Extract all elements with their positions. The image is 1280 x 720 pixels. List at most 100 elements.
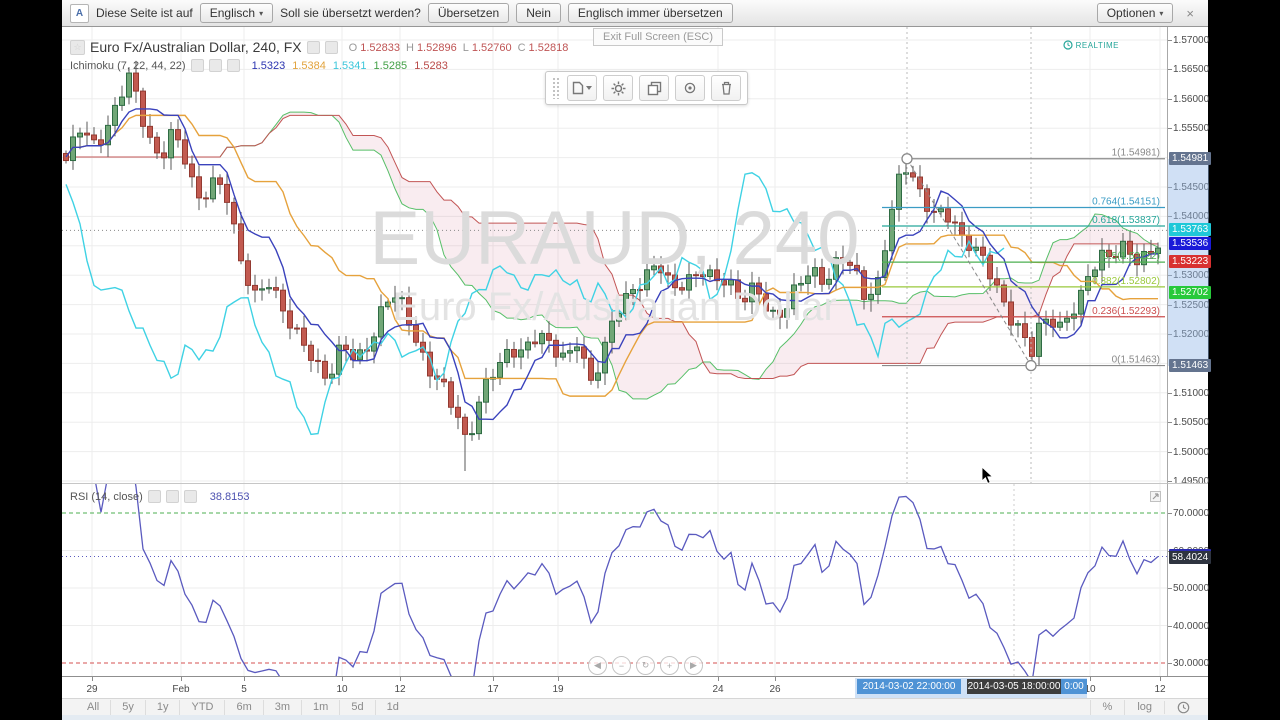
chart-application: Exit Full Screen (ESC) EURAUD, 240 Euro … [62, 27, 1212, 720]
price-badge: 1.51463 [1169, 358, 1212, 372]
range-button-3m[interactable]: 3m [264, 699, 303, 715]
ichimoku-value: 1.5384 [292, 59, 326, 72]
symbol-flag-icon[interactable]: ☆ [70, 39, 85, 55]
options-dropdown-label: Optionen [1106, 6, 1156, 20]
zoom-in-icon[interactable]: + [660, 656, 679, 675]
realtime-badge: REALTIME [1062, 40, 1119, 50]
exit-fullscreen-tooltip: Exit Full Screen (ESC) [593, 28, 724, 46]
percent-scale-button[interactable]: % [1089, 699, 1125, 715]
price-pane[interactable]: EURAUD, 240 Euro Fx/Australian Dollar 1(… [62, 27, 1167, 483]
price-badge: 1.54981 [1169, 151, 1212, 165]
ohlc-key: O [348, 42, 358, 54]
clone-button[interactable] [639, 75, 669, 101]
range-button-6m[interactable]: 6m [225, 699, 264, 715]
settings-button[interactable] [603, 75, 633, 101]
time-tick-label: 19 [552, 684, 564, 695]
rsi-tick-label: 50.0000 [1173, 583, 1210, 594]
symbol-hide-icon[interactable] [324, 40, 338, 54]
axis-tick-mark [1168, 304, 1172, 306]
axis-tick-mark [558, 677, 559, 681]
translate-message: Diese Seite ist auf [96, 6, 193, 20]
range-button-ytd[interactable]: YTD [180, 699, 226, 715]
price-chart-canvas[interactable]: 1(1.54981) 0.764(1.54151) 0.618(1.53837) 0.… [62, 27, 1167, 483]
drag-handle[interactable] [552, 77, 561, 99]
range-button-all[interactable]: All [76, 699, 112, 715]
price-badge: 1.53536 [1169, 236, 1212, 250]
range-button-1d[interactable]: 1d [386, 700, 399, 713]
price-tick-label: 1.57000 [1173, 35, 1210, 46]
translate-button[interactable]: Übersetzen [427, 3, 510, 23]
always-translate-button[interactable]: Englisch immer übersetzen [567, 3, 733, 23]
axis-tick-mark [1168, 40, 1172, 41]
zoom-out-icon[interactable]: − [612, 656, 631, 675]
fib-anchor-handle[interactable] [1025, 359, 1037, 372]
translate-question: Soll sie übersetzt werden? [280, 6, 421, 20]
range-button-5y[interactable]: 5y [111, 699, 146, 715]
ichimoku-value: 1.5323 [251, 59, 286, 72]
language-dropdown-label: Englisch [209, 6, 256, 20]
axis-tick-mark [1168, 216, 1172, 218]
scroll-left-icon[interactable]: ◀ [588, 656, 607, 675]
time-tick-label: 24 [712, 684, 724, 695]
price-tick-label: 1.51000 [1173, 387, 1210, 399]
indicator-eye-icon[interactable] [147, 490, 161, 503]
document-icon [572, 81, 584, 95]
time-tick-label: 29 [86, 684, 98, 695]
indicator-delete-icon[interactable] [183, 490, 197, 503]
indicator-settings-icon[interactable] [165, 490, 179, 503]
time-axis[interactable]: 29 Feb 5 10 12 17 19 24 26 10 12 2014-03-02 22:00:0… [62, 676, 1208, 698]
app-window: A Diese Seite ist auf Englisch ▾ Soll si… [62, 0, 1212, 720]
log-scale-button[interactable]: log [1124, 699, 1164, 715]
price-badge: 1.53763 [1169, 223, 1212, 237]
axis-tick-mark [1090, 677, 1091, 681]
maximize-icon [1150, 491, 1161, 502]
axis-tick-mark [1168, 275, 1172, 277]
fib-anchor-handle[interactable] [901, 153, 913, 165]
ohlc-value: 1.52818 [528, 42, 569, 54]
time-tick-label: 10 [336, 684, 348, 695]
rsi-tick-label: 30.0000 [1173, 658, 1210, 669]
symbol-settings-icon[interactable] [306, 40, 320, 54]
ohlc-value: 1.52833 [360, 42, 400, 54]
chevron-down-icon: ▾ [259, 8, 264, 18]
axis-tick-mark [1168, 663, 1172, 664]
realtime-clock-icon [1062, 40, 1073, 50]
floating-toolbar [545, 71, 748, 105]
axis-tick-mark [1168, 422, 1172, 424]
session-time-button[interactable] [1164, 700, 1202, 714]
scroll-right-icon[interactable]: ▶ [684, 656, 703, 675]
indicator-delete-icon[interactable] [226, 59, 240, 72]
template-button[interactable] [567, 75, 597, 101]
range-button-5d[interactable]: 5d [340, 699, 376, 715]
axis-tick-mark [1168, 625, 1172, 627]
indicator-eye-icon[interactable] [190, 59, 204, 72]
rsi-axis[interactable]: 70.000060.000050.000040.000030.000058.40… [1167, 483, 1212, 676]
gear-icon [611, 81, 625, 95]
rsi-pane[interactable]: RSI (14, close) 38.8153 ◀ − ↻ + ▶ [62, 483, 1167, 676]
reset-view-icon[interactable]: ↻ [636, 656, 655, 675]
indicator-settings-icon[interactable] [208, 59, 222, 72]
rsi-value: 38.8153 [209, 490, 250, 503]
ohlc-value: 1.52896 [416, 42, 457, 54]
ichimoku-label: Ichimoku (7, 22, 44, 22) [70, 59, 186, 72]
time-badge: 2014-03-05 18:00:00 [967, 679, 1061, 694]
pane-maximize-button[interactable] [1150, 491, 1161, 502]
fib-level-label: 0.618(1.53837) [1092, 215, 1160, 226]
range-button-1y[interactable]: 1y [146, 699, 181, 715]
delete-button[interactable] [711, 75, 741, 101]
language-dropdown[interactable]: Englisch ▾ [199, 3, 274, 23]
close-icon[interactable]: × [1186, 5, 1194, 21]
rsi-chart-canvas[interactable] [62, 484, 1167, 676]
visibility-button[interactable] [675, 75, 705, 101]
ichimoku-value: 1.5283 [414, 59, 448, 72]
axis-tick-mark [1168, 334, 1172, 335]
axis-tick-mark [181, 677, 182, 681]
axis-tick-mark [1168, 128, 1172, 130]
range-button-1m[interactable]: 1m [302, 699, 341, 715]
price-axis[interactable]: 1.57000 1.56500 1.56000 1.55500 1.54500 1.540… [1167, 27, 1212, 487]
options-dropdown[interactable]: Optionen ▾ [1096, 3, 1174, 23]
no-button[interactable]: Nein [516, 3, 561, 23]
trash-icon [721, 81, 731, 95]
price-tick-label: 1.55500 [1173, 123, 1210, 135]
time-badge: 2014-03-02 22:00:00 [857, 679, 961, 694]
